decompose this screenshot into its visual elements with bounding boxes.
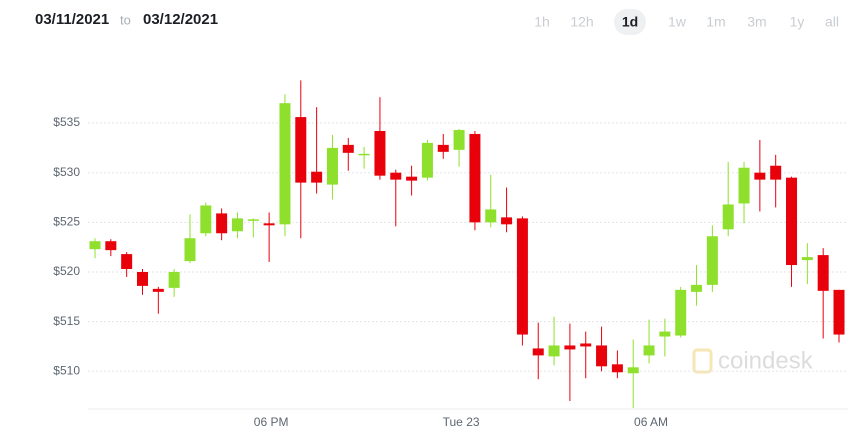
y-tick-label: $530 (53, 165, 80, 179)
candle-body (311, 171, 323, 183)
candle-body (231, 218, 243, 232)
candle-body (501, 217, 513, 225)
candle-body (453, 129, 465, 150)
candle-body (532, 348, 544, 356)
candle-body (627, 367, 639, 374)
y-tick-label: $525 (53, 215, 80, 229)
x-tick-label: 06 AM (634, 415, 668, 429)
candle-body (295, 117, 307, 183)
watermark-logo (692, 348, 713, 374)
range-button[interactable]: all (825, 14, 839, 30)
candle-body (263, 223, 275, 226)
candle-body (643, 345, 655, 356)
date-separator: to (120, 12, 131, 27)
candle-body (770, 165, 782, 180)
y-tick-label: $535 (53, 115, 80, 129)
watermark-text: coindesk (718, 347, 814, 374)
candle-body (390, 172, 402, 180)
range-button[interactable]: 1m (706, 14, 725, 30)
range-button[interactable]: 3m (747, 14, 766, 30)
candle-body (754, 172, 766, 180)
candle-body (659, 331, 671, 337)
watermark: coindesk (692, 347, 814, 374)
candle-body (421, 142, 433, 178)
candle-body (326, 147, 338, 185)
date-to: 03/12/2021 (143, 11, 218, 28)
candle-body (279, 103, 291, 225)
range-button[interactable]: 1d (622, 14, 638, 30)
candle-body (722, 204, 734, 230)
candle-body (485, 209, 497, 223)
candle-body (184, 238, 196, 262)
candle-body (152, 288, 164, 292)
candle-body (216, 213, 228, 234)
candle-body (596, 345, 608, 367)
y-tick-label: $510 (53, 363, 80, 377)
candle-body (200, 205, 212, 234)
range-button[interactable]: 1y (790, 14, 805, 30)
candle-body (342, 144, 354, 153)
candle-body (691, 284, 703, 292)
candle-body (247, 219, 259, 221)
candle-body (675, 289, 687, 336)
candle-body (358, 153, 370, 156)
candle-body (105, 241, 117, 251)
candle-body (548, 345, 560, 357)
y-tick-label: $520 (53, 264, 80, 278)
candle-body (801, 257, 813, 261)
x-tick-label: 06 PM (254, 415, 289, 429)
candle-body (406, 176, 418, 181)
range-button[interactable]: 12h (570, 14, 593, 30)
candle-body (564, 345, 576, 350)
candle-body (738, 167, 750, 204)
candle-body (580, 343, 592, 347)
range-button[interactable]: 1w (668, 14, 687, 30)
candle-body (833, 289, 845, 335)
candle-body (786, 177, 798, 266)
candle-body (168, 271, 180, 288)
candle-body (89, 241, 101, 250)
range-button[interactable]: 1h (534, 14, 550, 30)
candle-body (121, 254, 133, 270)
candle-body (516, 218, 528, 335)
candle-body (437, 144, 449, 152)
candle-body (817, 255, 829, 291)
x-tick-label: Tue 23 (443, 415, 480, 429)
candle-body (136, 271, 148, 286)
range-selected-bg (614, 9, 646, 35)
y-tick-label: $515 (53, 314, 80, 328)
candle-body (469, 133, 481, 223)
candle-body (374, 130, 386, 176)
date-from: 03/11/2021 (35, 11, 109, 28)
candle-body (611, 364, 623, 373)
candle-body (706, 236, 718, 285)
